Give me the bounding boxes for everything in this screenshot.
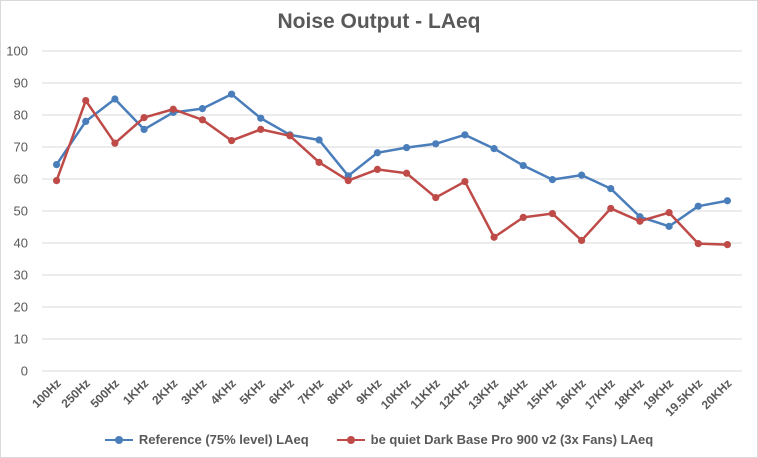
y-tick-label: 60 bbox=[14, 172, 28, 187]
x-tick-label: 3KHz bbox=[178, 376, 209, 407]
x-tick-label: 10KHz bbox=[378, 376, 414, 412]
y-tick-label: 20 bbox=[14, 300, 28, 315]
x-tick-label: 15KHz bbox=[524, 376, 560, 412]
x-tick-label: 7KHz bbox=[295, 376, 326, 407]
x-tick-label: 2KHz bbox=[149, 376, 180, 407]
data-point bbox=[577, 171, 586, 179]
x-tick-label: 4KHz bbox=[208, 376, 239, 407]
x-tick-label: 500Hz bbox=[88, 376, 122, 410]
series-2 bbox=[52, 97, 732, 249]
data-point bbox=[665, 222, 673, 230]
legend-swatch bbox=[336, 435, 365, 445]
data-point bbox=[257, 114, 265, 122]
series-line bbox=[55, 99, 728, 246]
x-tick-label: 12KHz bbox=[436, 376, 472, 412]
data-point bbox=[461, 131, 469, 139]
data-point bbox=[490, 145, 498, 153]
x-tick-label: 8KHz bbox=[324, 376, 355, 407]
data-point bbox=[723, 197, 732, 205]
data-point bbox=[227, 90, 236, 98]
data-point bbox=[82, 117, 90, 125]
data-point bbox=[548, 176, 557, 184]
data-point bbox=[432, 140, 440, 148]
data-point bbox=[402, 169, 411, 177]
data-point bbox=[723, 241, 732, 249]
data-point bbox=[373, 165, 382, 173]
x-tick-label: 250Hz bbox=[58, 376, 92, 410]
data-point bbox=[461, 177, 469, 186]
x-tick-label: 18KHz bbox=[611, 376, 647, 412]
x-tick-label: 14KHz bbox=[495, 376, 531, 412]
data-point bbox=[169, 105, 177, 113]
y-tick-label: 90 bbox=[14, 76, 28, 91]
data-point bbox=[52, 177, 61, 185]
data-point bbox=[198, 105, 207, 113]
data-point bbox=[140, 125, 148, 133]
data-point bbox=[694, 202, 702, 210]
data-point bbox=[665, 209, 673, 217]
legend: Reference (75% level) LAeq be quiet Dark … bbox=[0, 432, 758, 447]
series-line bbox=[55, 92, 728, 228]
x-tick-label: 5KHz bbox=[237, 376, 268, 407]
data-point bbox=[111, 95, 119, 103]
y-tick-label: 50 bbox=[14, 204, 28, 219]
data-point bbox=[548, 209, 557, 218]
x-tick-label: 20KHz bbox=[699, 376, 735, 412]
y-tick-label: 10 bbox=[14, 332, 28, 347]
legend-item: be quiet Dark Base Pro 900 v2 (3x Fans) … bbox=[336, 432, 654, 447]
data-point bbox=[519, 213, 527, 221]
legend-item: Reference (75% level) LAeq bbox=[104, 432, 309, 447]
legend-swatch bbox=[104, 435, 133, 445]
x-tick-label: 17KHz bbox=[582, 376, 618, 412]
y-tick-label: 70 bbox=[14, 140, 28, 155]
x-tick-label: 1KHz bbox=[120, 376, 151, 407]
data-point bbox=[577, 236, 586, 245]
data-point bbox=[257, 125, 265, 133]
data-point bbox=[82, 97, 90, 105]
data-point bbox=[490, 233, 498, 241]
chart-title: Noise Output - LAeq bbox=[277, 10, 481, 33]
data-point bbox=[344, 177, 352, 185]
x-axis-ticks: 100Hz250Hz500Hz1KHz2KHz3KHz4KHz5KHz6KHz7… bbox=[29, 376, 734, 419]
x-tick-label: 6KHz bbox=[266, 376, 297, 407]
x-tick-label: 16KHz bbox=[553, 376, 589, 412]
series-layer bbox=[52, 90, 732, 249]
y-tick-label: 80 bbox=[14, 108, 28, 123]
data-point bbox=[227, 137, 236, 145]
legend-label: be quiet Dark Base Pro 900 v2 (3x Fans) … bbox=[370, 432, 654, 447]
x-tick-label: 11KHz bbox=[407, 376, 442, 411]
y-tick-label: 40 bbox=[14, 236, 28, 251]
data-point bbox=[607, 185, 615, 193]
data-point bbox=[636, 217, 644, 225]
data-point bbox=[52, 161, 61, 169]
data-point bbox=[140, 113, 148, 122]
data-point bbox=[607, 204, 615, 213]
data-point bbox=[198, 116, 207, 124]
series-1 bbox=[52, 90, 732, 230]
data-point bbox=[373, 149, 382, 157]
y-tick-label: 100 bbox=[6, 44, 28, 59]
y-tick-label: 0 bbox=[21, 364, 28, 379]
y-axis-ticks: 0 10 20 30 40 50 60 70 80 90 100 bbox=[6, 44, 28, 379]
legend-label: Reference (75% level) LAeq bbox=[138, 432, 309, 447]
data-point bbox=[286, 132, 294, 140]
data-point bbox=[315, 136, 323, 144]
y-tick-label: 30 bbox=[14, 268, 28, 283]
x-tick-label: 100Hz bbox=[29, 376, 63, 410]
data-point bbox=[432, 193, 440, 202]
data-point bbox=[111, 139, 119, 147]
gridlines bbox=[42, 50, 742, 372]
x-tick-label: 13KHz bbox=[465, 376, 501, 412]
data-point bbox=[315, 158, 323, 166]
data-point bbox=[402, 144, 411, 152]
data-point bbox=[519, 161, 527, 170]
data-point bbox=[694, 240, 702, 248]
